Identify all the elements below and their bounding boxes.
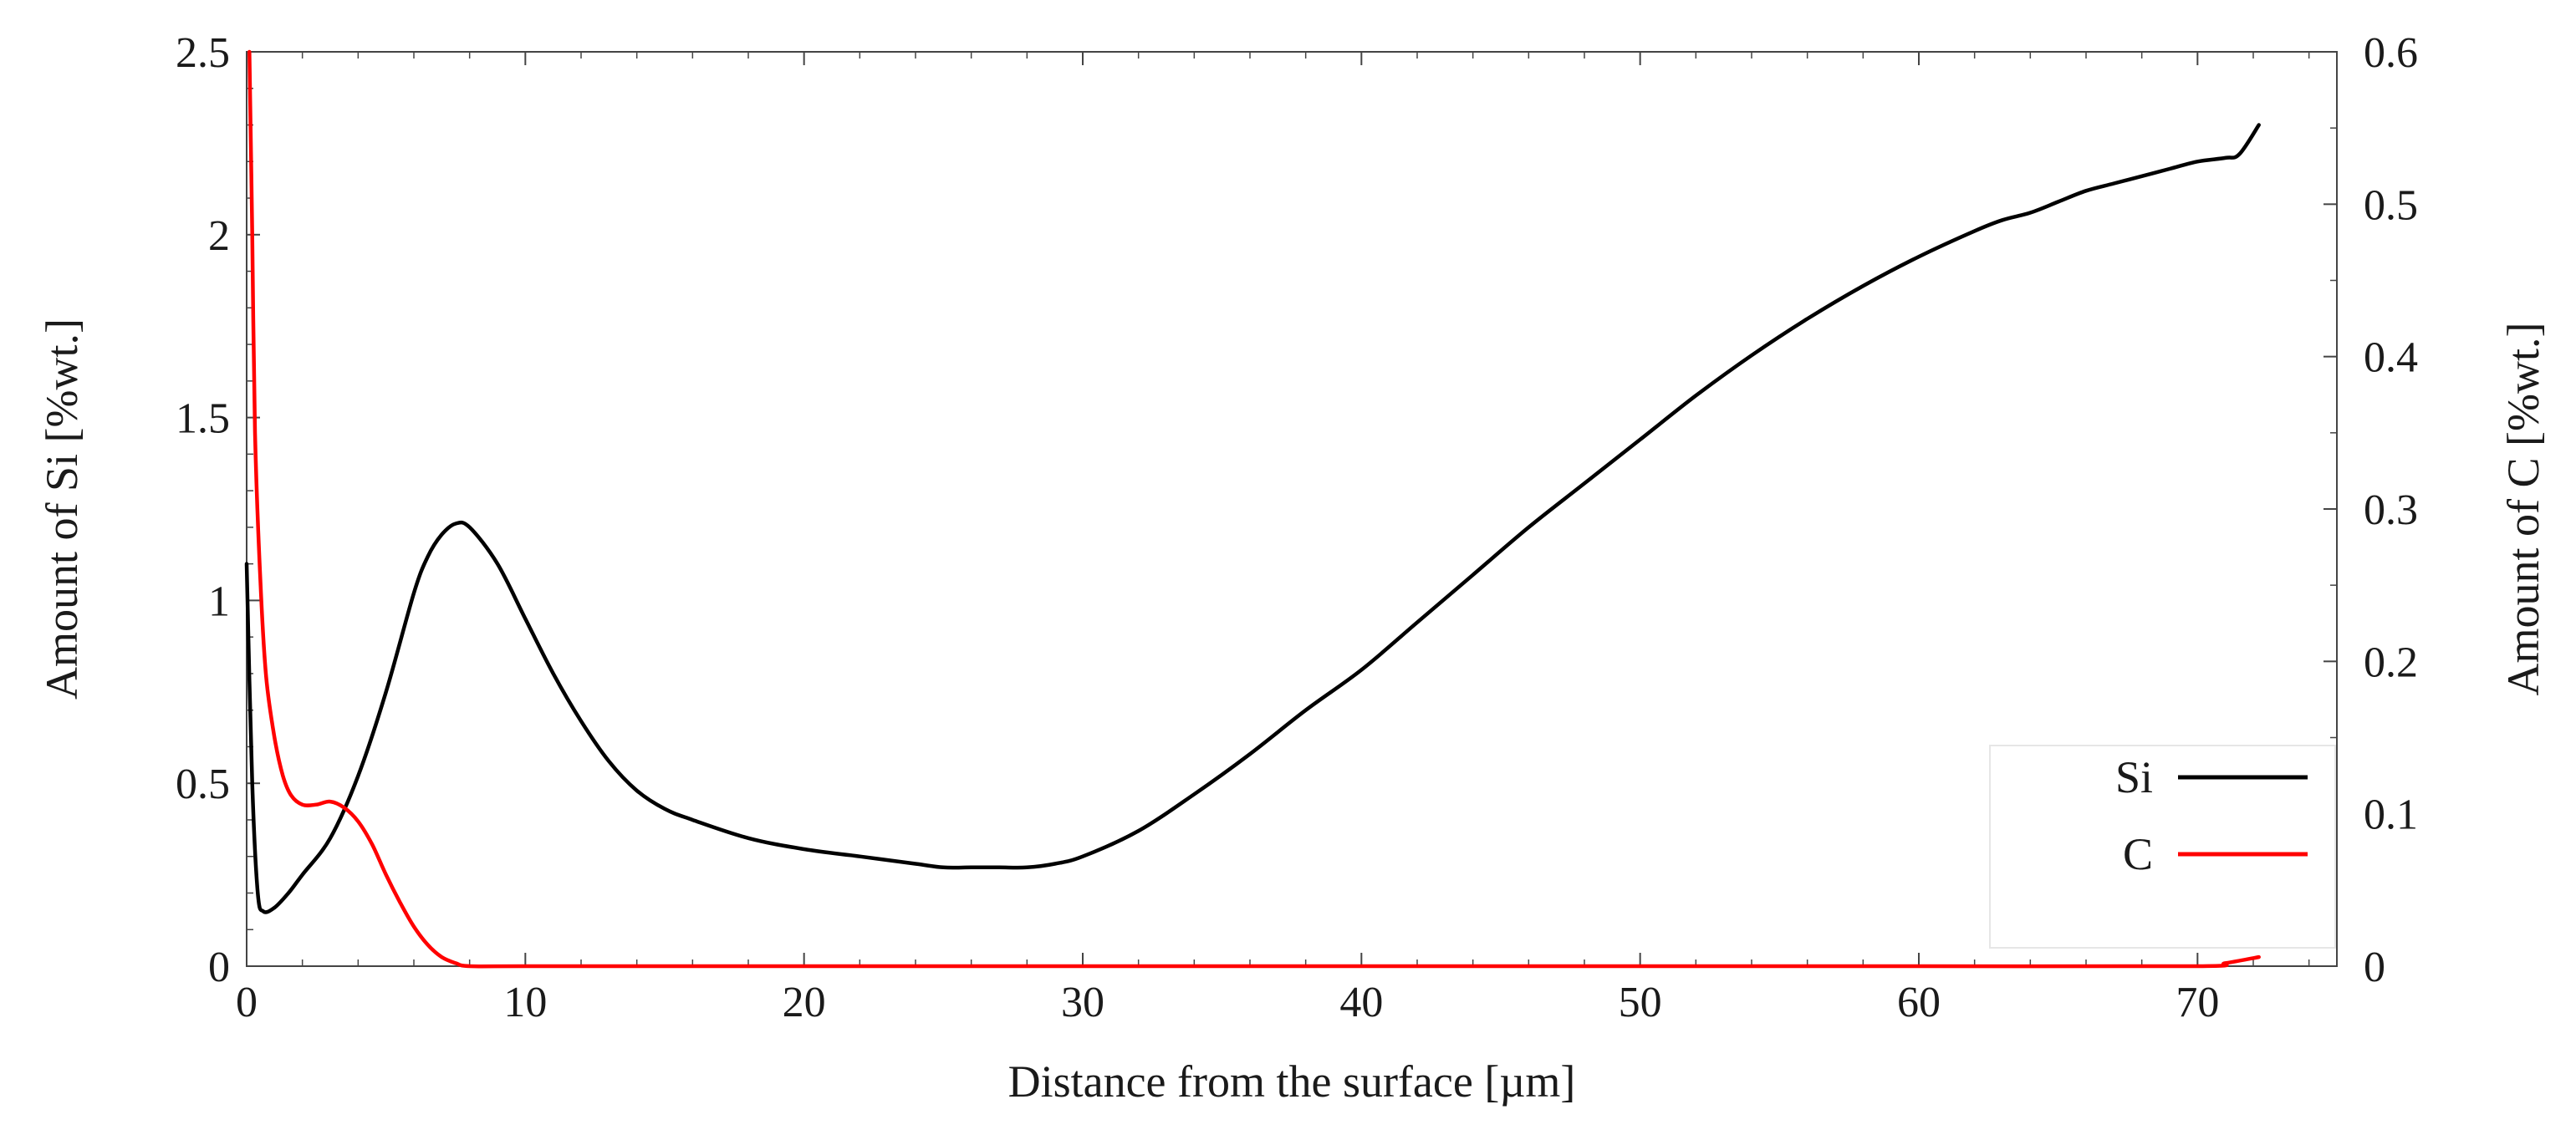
legend-label-si: Si (2115, 752, 2153, 802)
legend: Si C (1989, 745, 2336, 949)
y-axis-left-label: Amount of Si [%wt.] (37, 318, 87, 700)
y-right-tick-label: 0.4 (2364, 334, 2418, 382)
y-left-tick-label: 1.5 (176, 395, 230, 443)
ticks-layer: 0 10 20 30 40 50 60 70 0 0.5 1 1.5 2 2.5 0 0.1 0.2 0.3 0.4… (176, 29, 2418, 1026)
x-tick-label: 60 (1897, 979, 1941, 1026)
series-line-c (247, 49, 2261, 969)
x-tick-label: 50 (1619, 979, 1662, 1026)
y-right-tick-label: 0.2 (2364, 639, 2418, 686)
y-right-tick-label: 0.3 (2364, 486, 2418, 534)
y-axis-right-label: Amount of C [%wt.] (2498, 323, 2548, 696)
series-line-si (244, 123, 2261, 914)
y-right-tick-label: 0.1 (2364, 791, 2418, 839)
y-left-tick-label: 1 (208, 578, 230, 625)
x-tick-label: 10 (503, 979, 547, 1026)
x-axis-label: Distance from the surface [µm] (1008, 1056, 1576, 1107)
x-tick-label: 70 (2176, 979, 2219, 1026)
y-right-tick-label: 0 (2364, 944, 2385, 991)
series-layer (244, 49, 2261, 969)
y-left-tick-label: 0.5 (176, 761, 230, 808)
y-right-tick-label: 0.6 (2364, 29, 2418, 77)
x-tick-label: 0 (236, 979, 258, 1026)
y-right-tick-label: 0.5 (2364, 181, 2418, 229)
x-tick-label: 30 (1061, 979, 1104, 1026)
y-left-tick-label: 0 (208, 944, 230, 991)
legend-label-c: C (2123, 829, 2153, 879)
y-left-tick-label: 2.5 (176, 29, 230, 77)
y-left-tick-label: 2 (208, 212, 230, 260)
x-tick-label: 20 (783, 979, 826, 1026)
x-tick-label: 40 (1339, 979, 1383, 1026)
